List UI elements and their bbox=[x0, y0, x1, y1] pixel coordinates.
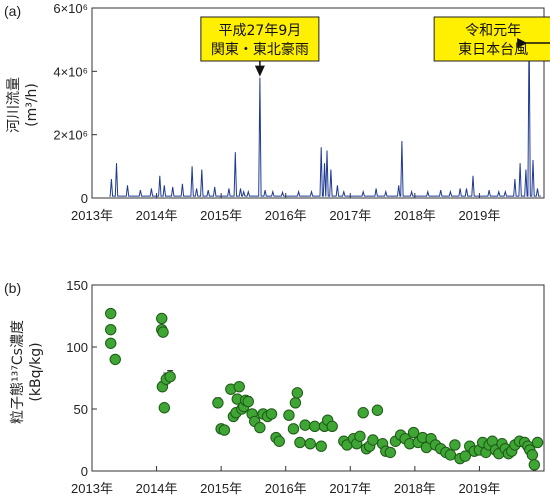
panel-b-xtick-label: 2014年 bbox=[136, 481, 178, 496]
annotation-line1: 平成27年9月 bbox=[219, 23, 302, 39]
data-point bbox=[157, 326, 169, 338]
data-point bbox=[459, 450, 471, 462]
data-point bbox=[526, 449, 539, 461]
data-point bbox=[528, 459, 541, 471]
panel-b-y-ticks: 0 50 100 150 bbox=[66, 278, 97, 479]
data-point bbox=[299, 419, 311, 431]
panel-a-xtick-label: 2016年 bbox=[265, 208, 307, 223]
panel-a-y-ticks: 0 2×10⁶ 4×10⁶ 6×10⁶ bbox=[53, 1, 97, 206]
data-point bbox=[283, 409, 295, 421]
data-point bbox=[357, 407, 369, 419]
data-point bbox=[304, 438, 316, 450]
panel-a-xtick-label: 2014年 bbox=[136, 208, 178, 223]
data-point bbox=[218, 424, 231, 436]
panel-b-xtick-label: 2018年 bbox=[394, 481, 436, 496]
data-point bbox=[407, 426, 420, 439]
data-point bbox=[367, 434, 379, 446]
data-point bbox=[164, 371, 176, 383]
panel-a-ylabel: 河川流量 (m³/h) bbox=[6, 77, 40, 133]
data-point bbox=[109, 353, 121, 366]
annotation-line2: 関東・東北豪雨 bbox=[211, 42, 309, 58]
panel-b-label: (b) bbox=[4, 280, 21, 296]
panel-b-ylabel-line1: 粒子態¹³⁷Cs濃度 bbox=[10, 320, 26, 424]
annotation-line2: 東日本台風 bbox=[458, 42, 528, 58]
data-point bbox=[371, 404, 384, 416]
panel-a-ylabel-line1: 河川流量 bbox=[6, 77, 22, 133]
panel-a-x-ticks: 2013年 2014年 2015年 2016年 2017年 2018年 2019年 bbox=[71, 193, 500, 223]
data-point bbox=[354, 430, 366, 442]
annotation-arrow-head bbox=[517, 38, 528, 48]
panel-b-ytick-label: 50 bbox=[74, 402, 88, 417]
panel-b-ytick-label: 0 bbox=[81, 464, 88, 479]
panel-b-ylabel-line2: (kBq/kg) bbox=[28, 342, 44, 401]
panel-a-xtick-label: 2015年 bbox=[200, 208, 242, 223]
data-point bbox=[531, 436, 544, 449]
panel-b-xtick-label: 2016年 bbox=[265, 481, 307, 496]
panel-b-frame bbox=[91, 284, 545, 472]
panel-a-ytick-label: 6×10⁶ bbox=[53, 1, 88, 16]
panel-b-xtick-label: 2013年 bbox=[71, 481, 113, 496]
data-point bbox=[315, 440, 327, 452]
data-point bbox=[309, 420, 321, 433]
data-point bbox=[449, 439, 461, 451]
data-point bbox=[294, 436, 306, 449]
data-point bbox=[444, 449, 457, 461]
panel-b-xtick-label: 2015年 bbox=[200, 481, 242, 496]
panel-a-ylabel-line2: (m³/h) bbox=[24, 83, 40, 127]
data-point bbox=[158, 402, 171, 414]
panel-a-frame bbox=[91, 7, 545, 199]
data-point bbox=[384, 446, 397, 459]
data-point bbox=[254, 421, 266, 434]
data-point bbox=[156, 312, 168, 325]
panel-a-xtick-label: 2018年 bbox=[394, 208, 436, 223]
annotation-box bbox=[200, 16, 320, 62]
panel-a-xtick-label: 2019年 bbox=[458, 208, 500, 223]
panel-a-ytick-label: 4×10⁶ bbox=[53, 64, 88, 79]
data-point bbox=[105, 307, 117, 320]
annotation-box bbox=[433, 16, 550, 62]
data-point bbox=[105, 337, 117, 349]
panel-b-x-ticks: 2013年 2014年 2015年 2016年 2017年 2018年 2019年 bbox=[71, 466, 500, 496]
panel-b-ytick-label: 150 bbox=[66, 278, 88, 293]
data-point bbox=[242, 395, 254, 408]
data-point bbox=[273, 435, 285, 447]
panel-b-xtick-label: 2017年 bbox=[329, 481, 371, 496]
annotation-arrow-head bbox=[254, 65, 265, 77]
panel-b-ylabel: 粒子態¹³⁷Cs濃度 (kBq/kg) bbox=[10, 320, 44, 424]
panel-a-label: (a) bbox=[4, 3, 21, 19]
cs137-points bbox=[105, 307, 544, 471]
data-point bbox=[326, 420, 338, 433]
river-discharge-series bbox=[109, 23, 541, 197]
data-point bbox=[287, 423, 300, 435]
data-point bbox=[105, 323, 117, 336]
panel-a-ytick-label: 0 bbox=[81, 191, 88, 206]
data-point bbox=[265, 408, 278, 420]
annotation-line1: 令和元年 bbox=[465, 23, 521, 39]
panel-a-ytick-label: 2×10⁶ bbox=[53, 128, 88, 143]
data-point bbox=[291, 387, 304, 399]
data-point bbox=[289, 397, 302, 409]
data-point bbox=[233, 380, 245, 393]
panel-b-xtick-label: 2019年 bbox=[458, 481, 500, 496]
data-point bbox=[212, 397, 224, 409]
panel-b-ytick-label: 100 bbox=[66, 340, 88, 355]
panel-a-xtick-label: 2017年 bbox=[329, 208, 371, 223]
panel-a-xtick-label: 2013年 bbox=[71, 208, 113, 223]
